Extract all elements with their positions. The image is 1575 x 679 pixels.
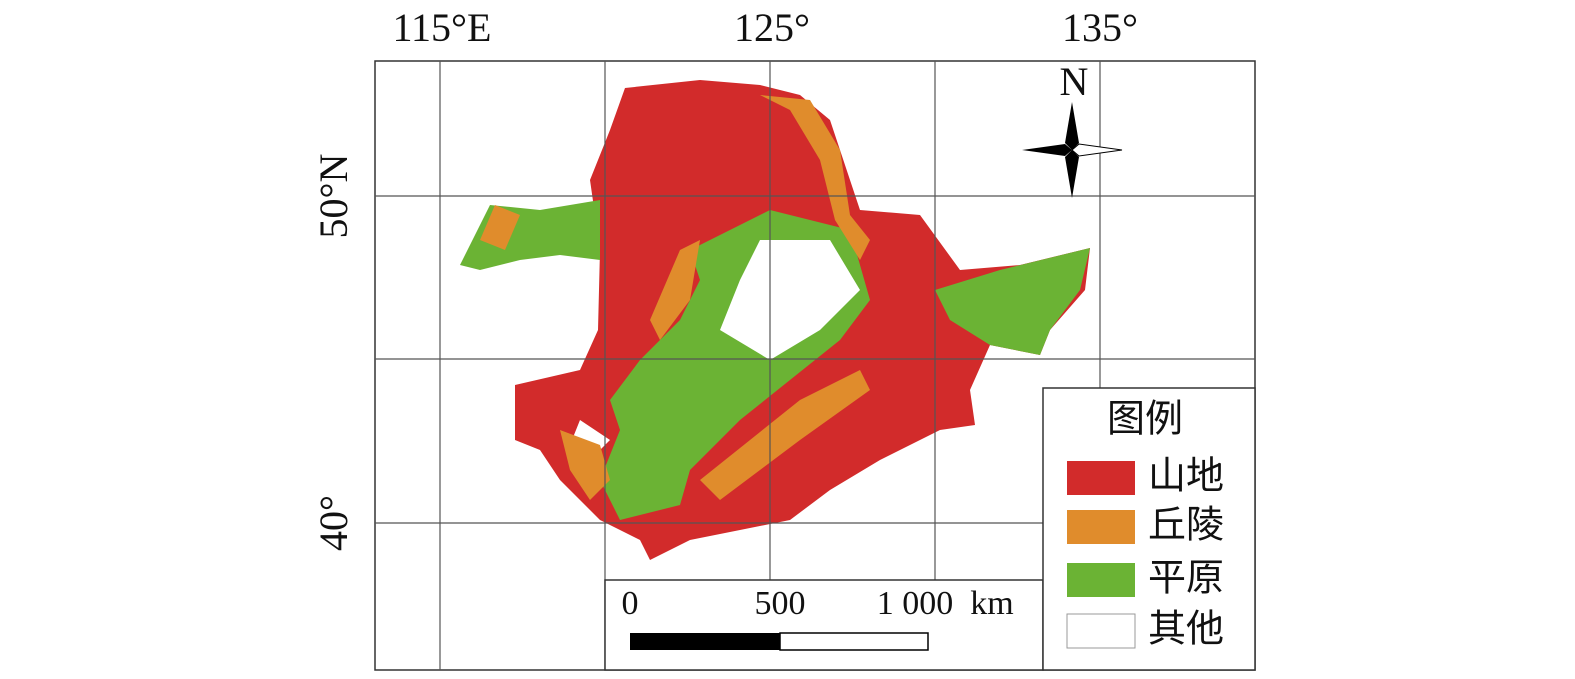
legend-swatch — [1067, 510, 1135, 544]
land — [460, 80, 1090, 560]
scale-unit: km — [970, 585, 1013, 622]
scale-label: 0 — [622, 585, 639, 622]
lon-label: 125° — [734, 5, 810, 50]
graticule — [375, 61, 1255, 670]
land-area — [650, 240, 700, 340]
legend-label: 丘陵 — [1148, 503, 1224, 547]
legend-swatch — [1067, 461, 1135, 495]
lon-label: 115°E — [393, 5, 492, 50]
legend-swatch — [1066, 613, 1136, 649]
north-label: N — [1060, 59, 1089, 104]
legend-label: 平原 — [1148, 556, 1224, 600]
land-area — [720, 240, 860, 360]
land-area — [935, 248, 1090, 355]
land-area — [560, 430, 610, 500]
legend-label: 其他 — [1148, 607, 1224, 651]
land-area — [700, 370, 870, 500]
scale-box — [604, 579, 1044, 671]
lat-label: 50°N — [311, 154, 356, 239]
land-area — [480, 205, 520, 250]
lon-label: 135° — [1062, 5, 1138, 50]
land-area — [760, 95, 870, 260]
scale-bar — [630, 633, 780, 650]
lat-label: 40° — [311, 495, 356, 551]
north-arrow: N — [1022, 59, 1123, 198]
legend-swatch — [1067, 563, 1135, 597]
scale-bar — [779, 632, 929, 651]
scale-label: 500 — [755, 585, 806, 622]
legend-title: 图例 — [1107, 397, 1183, 441]
legend-label: 山地 — [1148, 454, 1224, 498]
scale-label: 1 000 — [877, 585, 954, 622]
